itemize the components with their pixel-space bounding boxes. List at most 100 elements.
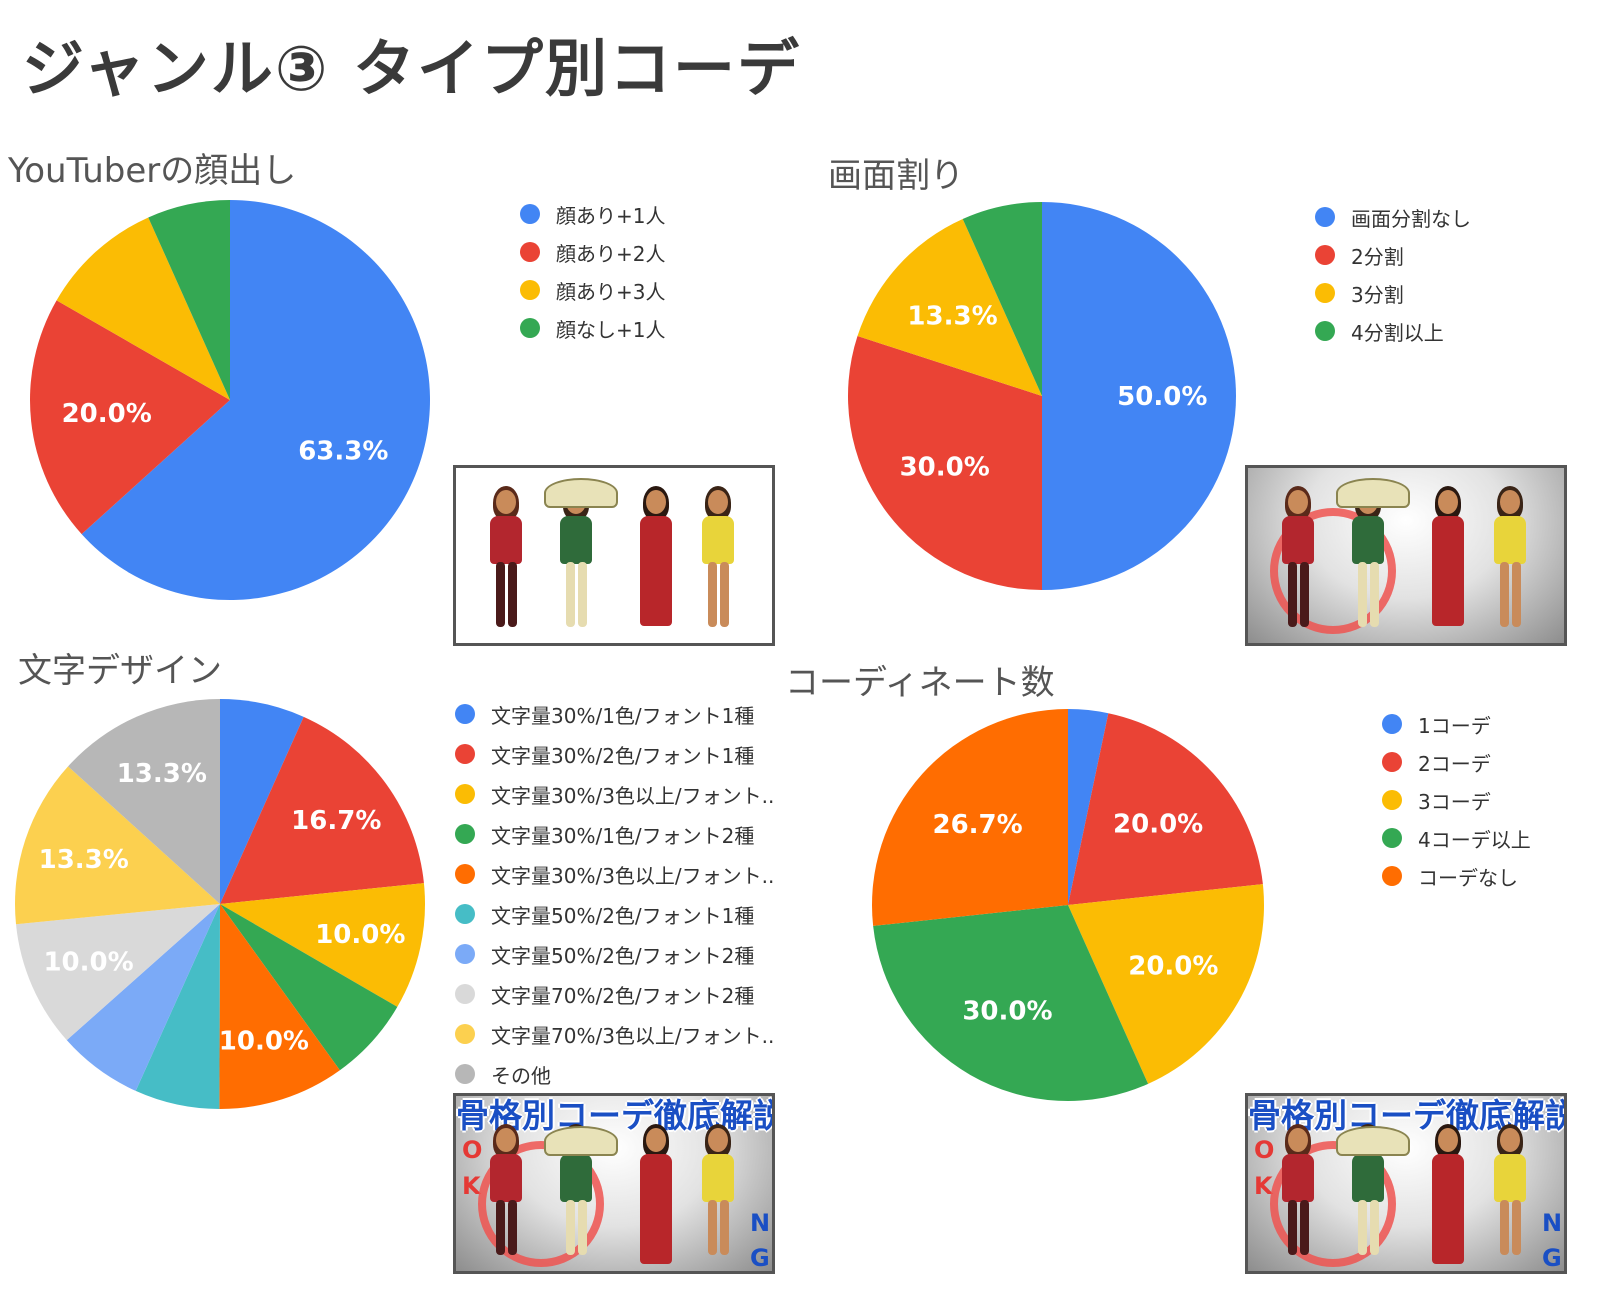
legend-coordinate-count: 1コーデ 2コーデ 3コーデ 4コーデ以上 コーデなし — [1382, 705, 1531, 895]
legend-swatch — [455, 864, 475, 884]
thumbnail-studio — [1245, 465, 1567, 646]
legend-label: 文字量30%/3色以上/フォント.. — [491, 863, 775, 888]
pie-slice — [962, 202, 1042, 396]
legend-swatch — [455, 1064, 475, 1084]
thumbnail-plain — [453, 465, 775, 646]
chart-title-text-design: 文字デザイン — [18, 651, 222, 691]
legend-label: 画面分割なし — [1351, 206, 1471, 231]
pie-slice — [1068, 884, 1264, 1084]
pie-slice — [220, 716, 424, 904]
thumbnail-with-caption-right: 骨格別コーデ徹底解説 O K N G — [1245, 1093, 1567, 1274]
legend-swatch — [1315, 207, 1335, 227]
legend-item: 文字量30%/3色以上/フォント.. — [455, 854, 774, 894]
pie-data-label: 13.3% — [39, 845, 129, 875]
legend-item: 顔あり+1人 — [520, 195, 665, 233]
pie-slice — [1042, 202, 1236, 590]
pie-slice — [220, 699, 304, 904]
ok-letter-o: O — [1254, 1136, 1275, 1164]
legend-item: 文字量30%/1色/フォント1種 — [455, 694, 774, 734]
pie-slice — [29, 300, 230, 535]
chart-title-face: YouTuberの顔出し — [8, 151, 297, 191]
legend-item: 1コーデ — [1382, 705, 1531, 743]
page-title: ジャンル③ タイプ別コーデ — [22, 32, 801, 105]
legend-label: 文字量50%/2色/フォント2種 — [491, 943, 755, 968]
legend-swatch — [1315, 245, 1335, 265]
legend-item: 顔なし+1人 — [520, 309, 665, 347]
legend-label: 文字量30%/2色/フォント1種 — [491, 743, 755, 768]
pie-data-label: 20.0% — [62, 399, 152, 429]
legend-swatch — [455, 904, 475, 924]
legend-item: 2分割 — [1315, 236, 1471, 274]
legend-swatch — [455, 744, 475, 764]
legend-item: 文字量50%/2色/フォント2種 — [455, 934, 774, 974]
legend-label: 文字量50%/2色/フォント1種 — [491, 903, 755, 928]
pie-slice — [220, 883, 425, 1007]
legend-item: 文字量30%/2色/フォント1種 — [455, 734, 774, 774]
umbrella-illustration — [544, 478, 618, 508]
legend-label: 顔あり+3人 — [556, 279, 666, 304]
pie-data-label: 10.0% — [43, 948, 133, 978]
ok-letter-o: O — [462, 1136, 483, 1164]
legend-text-design: 文字量30%/1色/フォント1種文字量30%/2色/フォント1種 文字量30%/3… — [455, 694, 774, 1094]
legend-swatch — [1315, 321, 1335, 341]
legend-item: 4分割以上 — [1315, 312, 1471, 350]
ng-letter-n: N — [750, 1209, 771, 1237]
legend-label: 2分割 — [1351, 244, 1404, 269]
ng-letter-g: G — [1542, 1244, 1562, 1272]
legend-label: コーデなし — [1418, 865, 1518, 890]
legend-item: 文字量70%/3色以上/フォント.. — [455, 1014, 774, 1054]
legend-label: 顔あり+1人 — [556, 203, 666, 228]
pie-slice — [16, 904, 220, 1041]
pie-slice — [873, 905, 1149, 1101]
legend-item: 文字量70%/2色/フォント2種 — [455, 974, 774, 1014]
legend-swatch — [520, 280, 540, 300]
legend-label: その他 — [491, 1063, 551, 1088]
legend-label: 2コーデ — [1418, 751, 1491, 776]
legend-item: 顔あり+3人 — [520, 271, 665, 309]
legend-swatch — [1382, 752, 1402, 772]
legend-swatch — [455, 1024, 475, 1044]
pie-data-label: 16.7% — [291, 806, 381, 836]
legend-item: 2コーデ — [1382, 743, 1531, 781]
pie-slice — [847, 336, 1042, 590]
pie-data-label: 26.7% — [933, 810, 1023, 840]
pie-data-label: 10.0% — [219, 1027, 309, 1057]
pie-slice — [857, 218, 1042, 396]
pie-slice — [872, 709, 1068, 926]
legend-swatch — [1382, 828, 1402, 848]
umbrella-illustration — [1336, 1126, 1410, 1156]
ok-letter-k: K — [462, 1172, 481, 1200]
legend-label: 顔なし+1人 — [556, 317, 666, 342]
legend-swatch — [1382, 790, 1402, 810]
legend-screen-split: 画面分割なし 2分割 3分割 4分割以上 — [1315, 198, 1471, 350]
legend-label: 3分割 — [1351, 282, 1404, 307]
pie-slice — [135, 904, 220, 1109]
legend-item: 3コーデ — [1382, 781, 1531, 819]
legend-swatch — [455, 944, 475, 964]
pie-slice — [56, 217, 230, 400]
pie-slice — [81, 200, 431, 600]
legend-item: 画面分割なし — [1315, 198, 1471, 236]
pie-slice — [1068, 709, 1109, 905]
pie-data-label: 13.3% — [117, 759, 207, 789]
legend-label: 4分割以上 — [1351, 320, 1444, 345]
pie-slice — [219, 904, 340, 1109]
legend-item: コーデなし — [1382, 857, 1531, 895]
legend-label: 4コーデ以上 — [1418, 827, 1531, 852]
pie-data-label: 20.0% — [1113, 809, 1203, 839]
pie-data-label: 63.3% — [298, 436, 388, 466]
legend-swatch — [1382, 714, 1402, 734]
pie-slice — [1068, 713, 1263, 905]
umbrella-illustration — [1336, 478, 1410, 508]
legend-item: 文字量30%/1色/フォント2種 — [455, 814, 774, 854]
pie-slice — [15, 766, 221, 925]
legend-swatch — [455, 984, 475, 1004]
ok-letter-k: K — [1254, 1172, 1273, 1200]
umbrella-illustration — [544, 1126, 618, 1156]
legend-label: 3コーデ — [1418, 789, 1491, 814]
pie-data-label: 13.3% — [907, 302, 997, 332]
legend-swatch — [455, 824, 475, 844]
legend-item: 3分割 — [1315, 274, 1471, 312]
legend-label: 1コーデ — [1418, 713, 1491, 738]
pie-data-label: 50.0% — [1117, 382, 1207, 412]
